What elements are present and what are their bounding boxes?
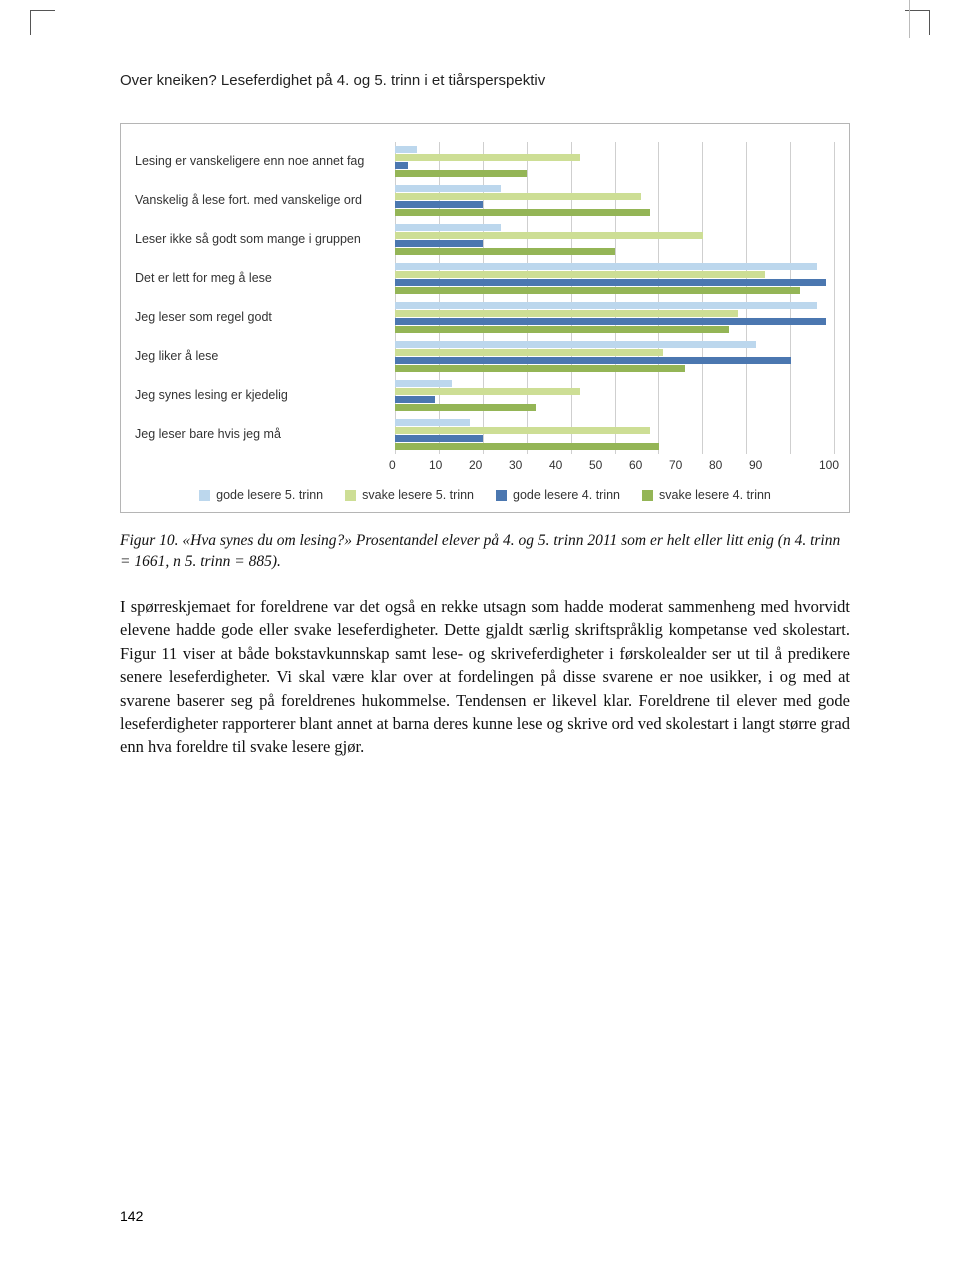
bars-cell — [395, 142, 835, 181]
bar-gode4 — [395, 357, 791, 364]
bar-gode5 — [395, 419, 470, 426]
bar-gode5 — [395, 224, 501, 231]
category-label: Vanskelig å lese fort. med vanskelige or… — [135, 181, 395, 220]
bars-cell — [395, 415, 835, 454]
chart-category-row: Leser ikke så godt som mange i gruppen — [135, 220, 835, 259]
page-number: 142 — [120, 1208, 143, 1224]
bar-gode4 — [395, 240, 483, 247]
legend-swatch — [345, 490, 356, 501]
x-axis: 0102030405060708090100 — [395, 458, 835, 472]
crop-mark-tl — [30, 10, 55, 35]
bar-gode5 — [395, 380, 452, 387]
bar-svake5 — [395, 427, 650, 434]
legend-label: gode lesere 5. trinn — [216, 488, 323, 502]
bar-gode4 — [395, 318, 826, 325]
figure-caption: Figur 10. «Hva synes du om lesing?» Pros… — [120, 531, 850, 573]
bars-cell — [395, 376, 835, 415]
bar-gode4 — [395, 435, 483, 442]
category-label: Det er lett for meg å lese — [135, 259, 395, 298]
x-tick: 100 — [799, 458, 839, 472]
bar-gode5 — [395, 341, 756, 348]
chart-category-row: Jeg leser bare hvis jeg må — [135, 415, 835, 454]
legend-swatch — [199, 490, 210, 501]
x-tick: 10 — [429, 458, 469, 472]
category-label: Jeg liker å lese — [135, 337, 395, 376]
bar-gode4 — [395, 279, 826, 286]
legend-item: svake lesere 5. trinn — [345, 488, 474, 502]
crop-mark-v — [909, 0, 910, 38]
legend-swatch — [496, 490, 507, 501]
bar-gode4 — [395, 201, 483, 208]
bars-cell — [395, 337, 835, 376]
bar-svake5 — [395, 154, 580, 161]
legend-item: gode lesere 5. trinn — [199, 488, 323, 502]
bar-svake5 — [395, 310, 738, 317]
chart-category-row: Jeg synes lesing er kjedelig — [135, 376, 835, 415]
bars-cell — [395, 220, 835, 259]
x-tick: 0 — [389, 458, 429, 472]
category-label: Jeg leser som regel godt — [135, 298, 395, 337]
bar-svake5 — [395, 193, 641, 200]
legend-label: svake lesere 4. trinn — [659, 488, 771, 502]
bar-svake5 — [395, 232, 703, 239]
running-head: Over kneiken? Leseferdighet på 4. og 5. … — [120, 72, 850, 89]
x-tick: 70 — [669, 458, 709, 472]
figure-10-chart: Lesing er vanskeligere enn noe annet fag… — [120, 123, 850, 513]
category-label: Jeg leser bare hvis jeg må — [135, 415, 395, 454]
bar-svake4 — [395, 404, 536, 411]
body-paragraph: I spørreskjemaet for foreldrene var det … — [120, 595, 850, 759]
x-tick: 80 — [709, 458, 749, 472]
chart-category-row: Lesing er vanskeligere enn noe annet fag — [135, 142, 835, 181]
page: Over kneiken? Leseferdighet på 4. og 5. … — [0, 0, 960, 1280]
chart-category-row: Vanskelig å lese fort. med vanskelige or… — [135, 181, 835, 220]
legend: gode lesere 5. trinn svake lesere 5. trin… — [135, 488, 835, 502]
bars-cell — [395, 259, 835, 298]
bar-svake4 — [395, 443, 659, 450]
bar-svake4 — [395, 365, 685, 372]
bar-svake4 — [395, 209, 650, 216]
bar-gode5 — [395, 185, 501, 192]
x-tick: 60 — [629, 458, 669, 472]
bar-gode4 — [395, 162, 408, 169]
legend-label: gode lesere 4. trinn — [513, 488, 620, 502]
x-tick: 40 — [549, 458, 589, 472]
category-label: Lesing er vanskeligere enn noe annet fag — [135, 142, 395, 181]
legend-item: svake lesere 4. trinn — [642, 488, 771, 502]
legend-swatch — [642, 490, 653, 501]
bar-gode4 — [395, 396, 435, 403]
bar-gode5 — [395, 263, 817, 270]
bars-cell — [395, 181, 835, 220]
legend-item: gode lesere 4. trinn — [496, 488, 620, 502]
bar-svake5 — [395, 388, 580, 395]
bar-svake4 — [395, 248, 615, 255]
chart-category-row: Jeg leser som regel godt — [135, 298, 835, 337]
bar-svake4 — [395, 287, 800, 294]
bar-svake4 — [395, 170, 527, 177]
bar-gode5 — [395, 302, 817, 309]
x-tick: 20 — [469, 458, 509, 472]
x-tick: 50 — [589, 458, 629, 472]
chart-category-row: Jeg liker å lese — [135, 337, 835, 376]
bar-gode5 — [395, 146, 417, 153]
category-label: Jeg synes lesing er kjedelig — [135, 376, 395, 415]
chart-category-row: Det er lett for meg å lese — [135, 259, 835, 298]
legend-label: svake lesere 5. trinn — [362, 488, 474, 502]
bar-svake5 — [395, 271, 765, 278]
bar-svake5 — [395, 349, 663, 356]
bar-svake4 — [395, 326, 729, 333]
category-label: Leser ikke så godt som mange i gruppen — [135, 220, 395, 259]
bars-cell — [395, 298, 835, 337]
x-tick: 30 — [509, 458, 549, 472]
x-tick: 90 — [749, 458, 789, 472]
